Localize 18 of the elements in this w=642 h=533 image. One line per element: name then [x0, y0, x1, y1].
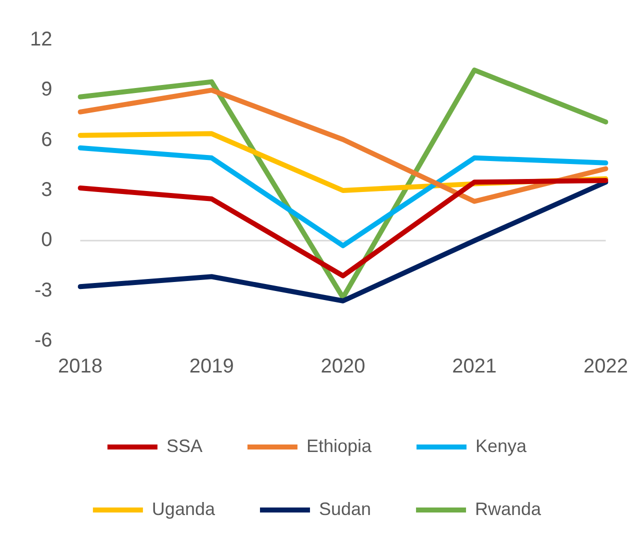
- x-tick-label: 2021: [452, 356, 497, 378]
- y-tick-label: 9: [41, 78, 52, 101]
- x-tick-label: 2020: [320, 356, 366, 378]
- legend-label: Rwanda: [475, 498, 542, 519]
- y-tick-label: -3: [34, 279, 52, 302]
- legend-label: SSA: [166, 436, 202, 456]
- x-tick-label: 2018: [58, 356, 102, 378]
- y-tick-label: 3: [41, 179, 52, 202]
- legend-label: Uganda: [152, 498, 216, 519]
- legend-label: Ethiopia: [306, 436, 373, 456]
- x-tick-label: 2019: [189, 356, 234, 378]
- legend-label: Kenya: [476, 436, 528, 456]
- legend-label: Sudan: [318, 498, 372, 519]
- y-tick-label: 12: [30, 28, 52, 51]
- y-tick-label: 0: [41, 229, 52, 252]
- y-tick-label: -6: [34, 330, 52, 352]
- y-tick-label: 6: [41, 128, 52, 151]
- x-tick-label: 2022: [584, 356, 628, 378]
